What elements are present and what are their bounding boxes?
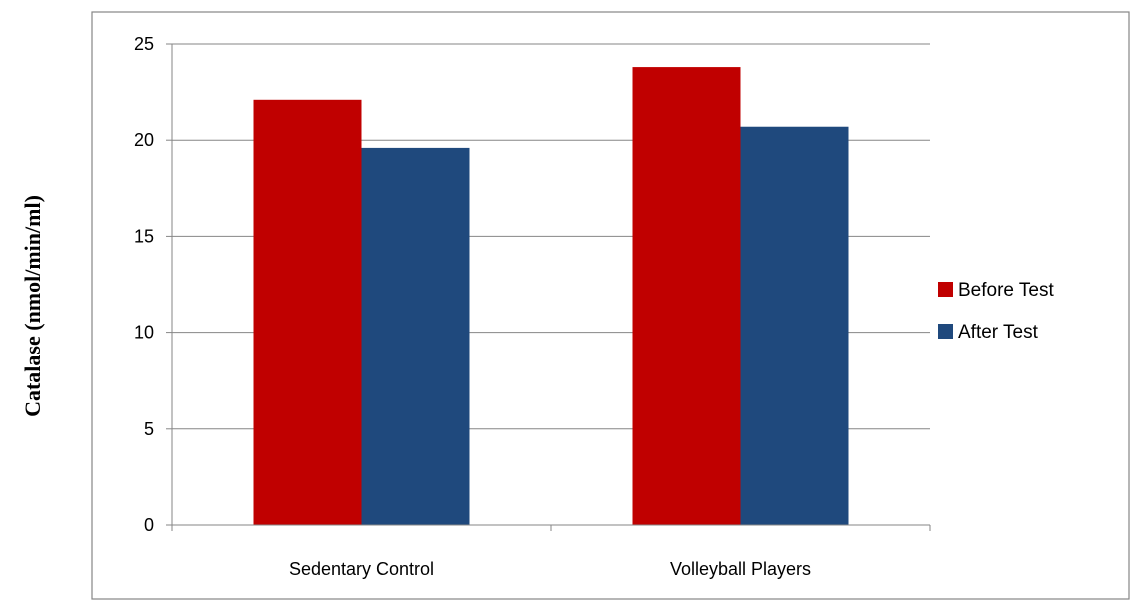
y-tick-label: 15 <box>134 226 154 246</box>
bars <box>253 67 849 526</box>
legend-swatch <box>938 282 953 297</box>
bar-before-test <box>632 67 741 525</box>
x-tick-label: Volleyball Players <box>670 559 811 579</box>
legend-swatch <box>938 324 953 339</box>
y-tick-label: 5 <box>144 419 154 439</box>
y-tick-label: 25 <box>134 34 154 54</box>
x-tick-label: Sedentary Control <box>289 559 434 579</box>
axes: 0 5 10 15 20 25 Sedentary Control Volleyball Pl… <box>134 34 931 579</box>
chart-border <box>91 11 1130 600</box>
bar-after-test <box>361 147 470 525</box>
legend: Before Test After Test <box>938 280 1054 343</box>
y-tick-label: 20 <box>134 130 154 150</box>
y-axis-title: Catalase (nmol/min/ml) <box>20 195 45 417</box>
y-tick-label: 10 <box>134 323 154 343</box>
y-tick-label: 0 <box>144 515 154 535</box>
legend-label: After Test <box>958 322 1039 343</box>
bar-before-test <box>253 99 362 526</box>
legend-label: Before Test <box>958 280 1054 301</box>
bar-after-test <box>740 126 849 526</box>
